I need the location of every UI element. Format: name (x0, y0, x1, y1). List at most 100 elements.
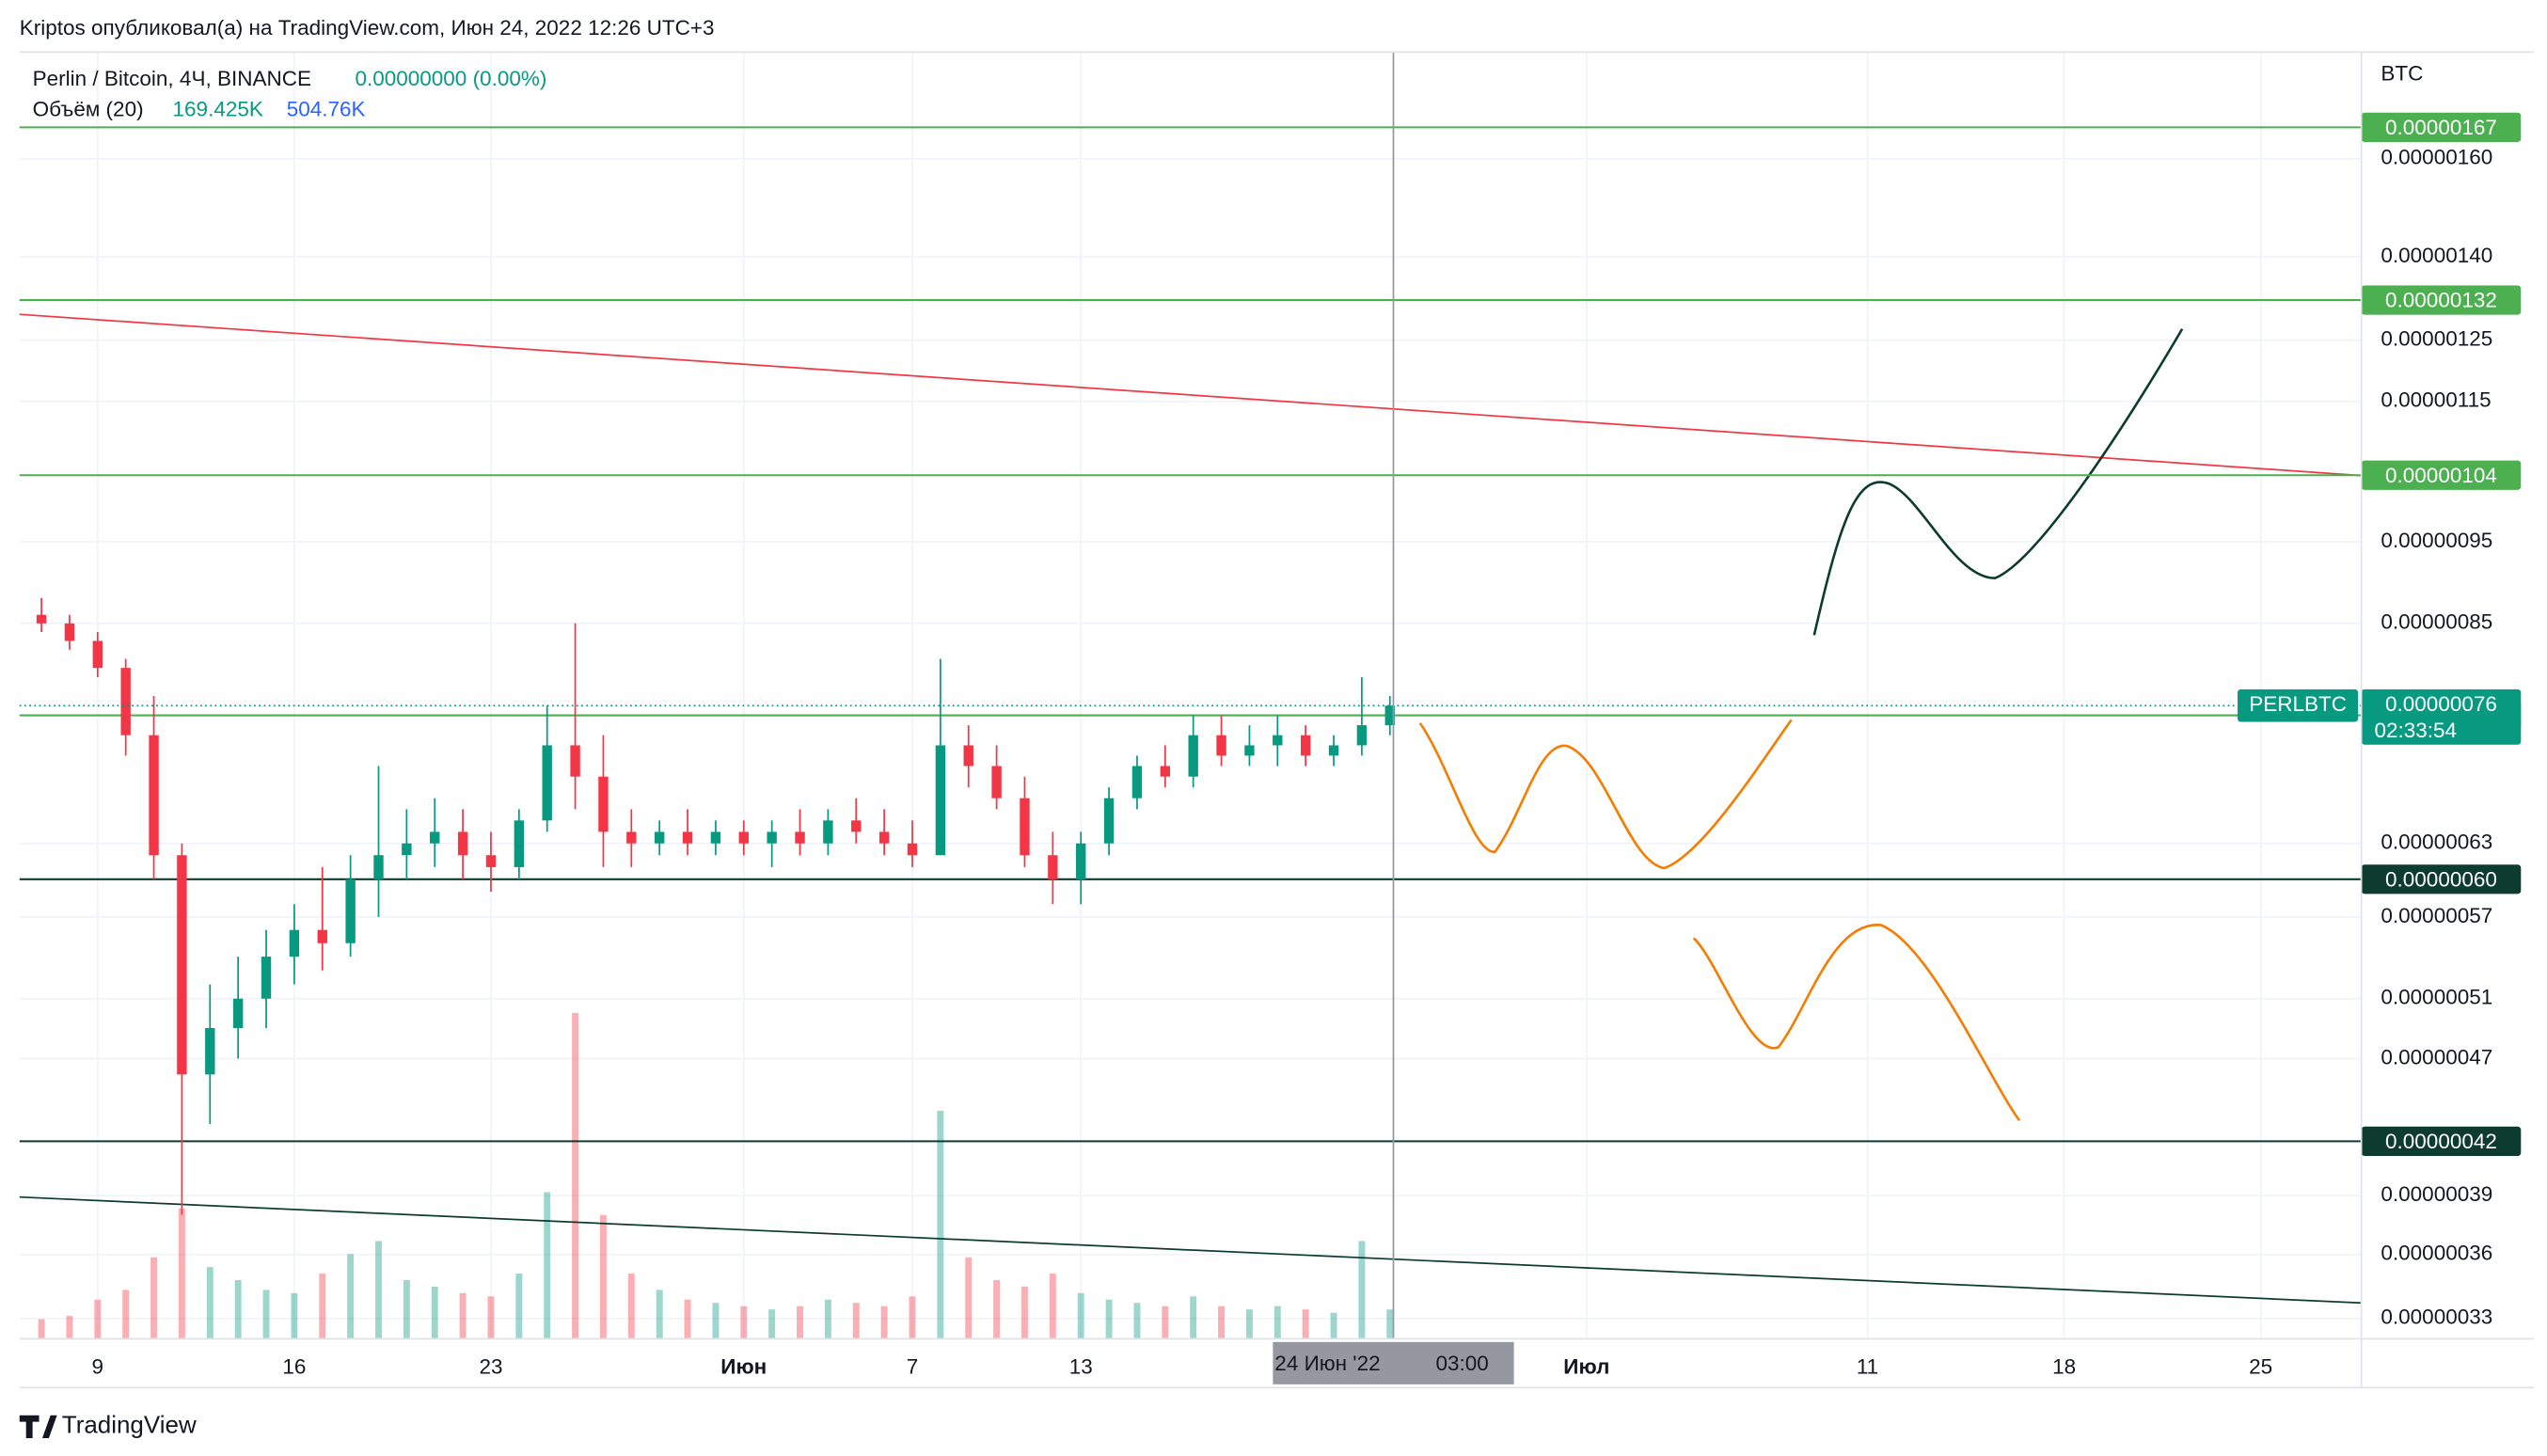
brand-logo (19, 1415, 57, 1438)
candle-body (738, 831, 749, 844)
volume-legend-value: 169.425K (173, 98, 263, 121)
level-tag (2361, 1126, 2522, 1156)
candle-body (289, 929, 300, 957)
volume-bar (909, 1296, 916, 1339)
candle-body (1300, 735, 1311, 756)
x-tick-label: Июл (1563, 1354, 1609, 1378)
price-label: 0.00000076 (2385, 692, 2497, 716)
candle-body (1328, 745, 1339, 756)
candle-body (92, 641, 103, 669)
x-tick-label: 13 (1069, 1354, 1093, 1378)
x-tick-label: 11 (1857, 1354, 1878, 1378)
volume-bar (993, 1279, 1001, 1339)
grid: 0.00000160 0.00000140 0.00000125 0.00000115… (19, 52, 2492, 1378)
level-label: 0.00000167 (2385, 116, 2497, 139)
candle-body (402, 843, 412, 856)
crosshair-tag (1273, 1341, 1514, 1385)
volume-bar (206, 1267, 214, 1339)
y-tick-label: 0.00000115 (2381, 388, 2491, 412)
candle-body (177, 855, 187, 1075)
volume-bar (94, 1299, 102, 1339)
candle-body (1356, 725, 1368, 746)
level-label: 0.00000060 (2385, 867, 2497, 891)
candles (36, 597, 1395, 1215)
candle-body (1131, 766, 1143, 799)
candle-body (851, 820, 862, 832)
candle-body (457, 831, 468, 856)
volume-bar (122, 1290, 130, 1339)
y-tick-label: 0.00000036 (2381, 1242, 2492, 1265)
candle-body (1020, 798, 1030, 856)
volume (38, 1013, 1394, 1339)
x-tick-label: 9 (92, 1354, 104, 1378)
volume-bar (1077, 1292, 1084, 1339)
volume-bar (684, 1299, 691, 1339)
x-tick-label: Июн (720, 1354, 767, 1378)
volume-bar (1386, 1309, 1394, 1339)
candle-body (935, 745, 946, 856)
volume-bar (1245, 1309, 1253, 1339)
candle-body (626, 831, 637, 844)
level-tag (2361, 285, 2522, 315)
candle-body (345, 878, 356, 943)
crosshair-date: 24 Июн '22 (1274, 1352, 1380, 1375)
candle-body (1103, 798, 1115, 844)
forecast-path (1418, 719, 1793, 870)
y-tick-label: 0.00000125 (2381, 327, 2492, 351)
volume-bar (544, 1192, 551, 1339)
volume-bar (740, 1306, 748, 1339)
candle-body (205, 1027, 215, 1075)
volume-bar (66, 1316, 73, 1339)
candle-body (1048, 855, 1058, 879)
candle-body (1273, 735, 1283, 746)
candle-body (654, 831, 665, 844)
candle-body (64, 623, 75, 641)
volume-legend-value: 504.76K (287, 98, 366, 121)
level-tag (2361, 864, 2522, 894)
candle-body (36, 614, 47, 624)
volume-bar (1049, 1274, 1056, 1339)
volume-bar (515, 1274, 523, 1339)
candle-body (878, 831, 890, 844)
candle-body (261, 957, 272, 999)
candle-body (823, 820, 833, 844)
price-tag (2361, 688, 2522, 745)
candle-body (317, 929, 327, 943)
volume-bar (319, 1274, 326, 1339)
x-tick-label: 16 (282, 1354, 306, 1378)
candle-body (542, 745, 552, 821)
candle-body (795, 831, 805, 844)
candle-body (682, 831, 693, 844)
candle-body (1244, 745, 1255, 756)
symbol-tag (2238, 688, 2359, 722)
x-tick-label: 18 (2052, 1354, 2076, 1378)
candle-body (598, 776, 609, 832)
volume-bar (1358, 1241, 1366, 1339)
x-tick-label: 7 (907, 1354, 919, 1378)
y-tick-label: 0.00000085 (2381, 610, 2492, 634)
volume-bar (1330, 1312, 1337, 1339)
volume-bar (627, 1274, 635, 1339)
candle-body (232, 998, 244, 1028)
y-tick-label: 0.00000057 (2381, 904, 2492, 927)
volume-bar (656, 1290, 663, 1339)
y-unit: BTC (2381, 62, 2423, 86)
volume-bar (38, 1319, 45, 1339)
candle-body (1188, 735, 1198, 777)
y-tick-label: 0.00000063 (2381, 831, 2492, 854)
candle-body (149, 735, 159, 856)
chart-title: Perlin / Bitcoin, 4Ч, BINANCE (33, 67, 311, 90)
volume-bar (1274, 1306, 1281, 1339)
volume-bar (487, 1296, 495, 1339)
volume-bar (150, 1257, 158, 1339)
y-tick-label: 0.00000047 (2381, 1045, 2492, 1068)
y-tick-label: 0.00000033 (2381, 1306, 2492, 1329)
volume-bar (1302, 1309, 1309, 1339)
trend-line (19, 313, 2362, 477)
candle-body (514, 820, 525, 867)
volume-bar (234, 1279, 242, 1339)
crosshair-time: 03:00 (1436, 1352, 1489, 1375)
